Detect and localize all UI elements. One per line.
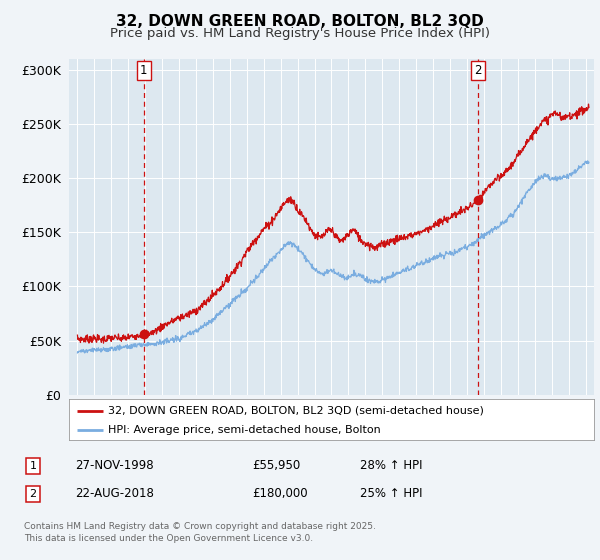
Text: 27-NOV-1998: 27-NOV-1998 bbox=[75, 459, 154, 473]
Text: 1: 1 bbox=[140, 64, 148, 77]
Text: 28% ↑ HPI: 28% ↑ HPI bbox=[360, 459, 422, 473]
Text: 32, DOWN GREEN ROAD, BOLTON, BL2 3QD: 32, DOWN GREEN ROAD, BOLTON, BL2 3QD bbox=[116, 14, 484, 29]
Text: 2: 2 bbox=[29, 489, 37, 499]
Text: 1: 1 bbox=[29, 461, 37, 471]
Text: 2: 2 bbox=[474, 64, 482, 77]
Text: Contains HM Land Registry data © Crown copyright and database right 2025.
This d: Contains HM Land Registry data © Crown c… bbox=[24, 522, 376, 543]
Text: 22-AUG-2018: 22-AUG-2018 bbox=[75, 487, 154, 501]
Text: £180,000: £180,000 bbox=[252, 487, 308, 501]
Text: £55,950: £55,950 bbox=[252, 459, 300, 473]
Text: 25% ↑ HPI: 25% ↑ HPI bbox=[360, 487, 422, 501]
Text: Price paid vs. HM Land Registry's House Price Index (HPI): Price paid vs. HM Land Registry's House … bbox=[110, 27, 490, 40]
Text: 32, DOWN GREEN ROAD, BOLTON, BL2 3QD (semi-detached house): 32, DOWN GREEN ROAD, BOLTON, BL2 3QD (se… bbox=[109, 405, 484, 416]
Text: HPI: Average price, semi-detached house, Bolton: HPI: Average price, semi-detached house,… bbox=[109, 424, 381, 435]
